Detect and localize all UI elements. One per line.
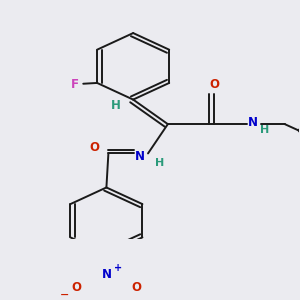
- Text: H: H: [110, 99, 120, 112]
- Text: H: H: [260, 125, 270, 136]
- Text: O: O: [131, 281, 141, 294]
- Text: N: N: [135, 150, 145, 163]
- Text: O: O: [72, 281, 82, 294]
- Text: O: O: [89, 141, 100, 154]
- Text: N: N: [248, 116, 258, 129]
- Text: N: N: [101, 268, 111, 281]
- Text: H: H: [155, 158, 164, 168]
- Text: O: O: [209, 78, 219, 91]
- Text: +: +: [114, 263, 122, 273]
- Text: F: F: [71, 78, 79, 91]
- Text: −: −: [60, 290, 70, 300]
